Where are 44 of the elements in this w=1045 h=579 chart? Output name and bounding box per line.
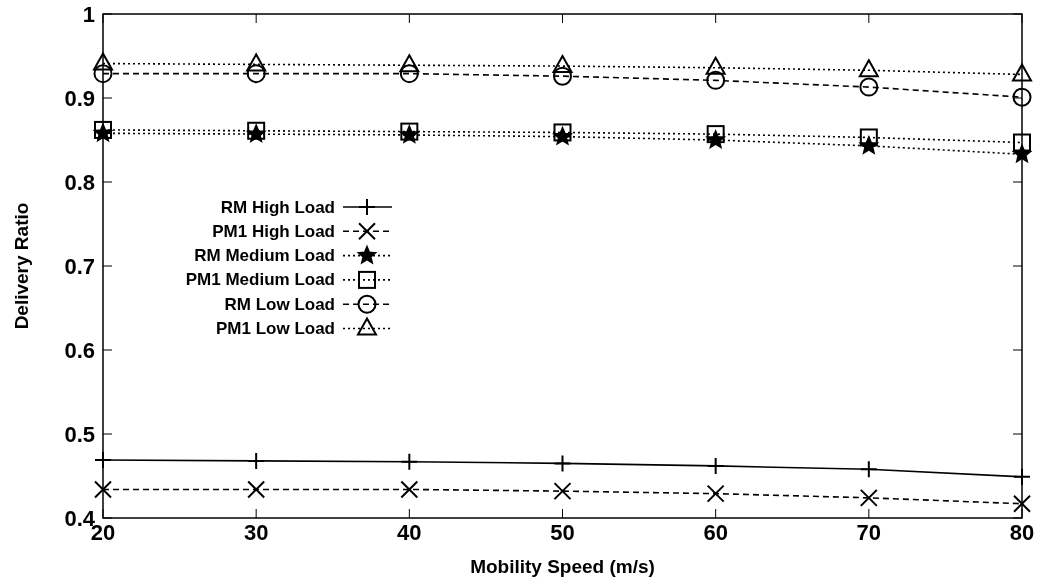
y-axis-title: Delivery Ratio [11,202,32,330]
y-tick-label: 0.8 [64,169,95,195]
y-tick-label: 0.9 [64,85,95,111]
y-tick-label: 1 [82,1,95,27]
legend-label: PM1 Medium Load [185,270,335,290]
point [859,77,879,97]
point [1012,63,1032,82]
y-tick-label: 0.7 [64,253,95,279]
point [552,55,573,74]
point [93,52,113,71]
x-tick-label: 40 [397,520,422,545]
point [705,56,726,75]
x-tick-label: 80 [1009,520,1035,545]
legend-label: PM1 High Load [212,221,335,241]
legend-label: RM Low Load [224,294,335,314]
point [246,53,267,72]
point [553,66,572,86]
point [1013,133,1031,152]
point [706,484,725,503]
point [1013,494,1031,513]
point [247,480,266,499]
point [400,480,419,499]
point [1012,87,1032,107]
point [706,70,726,90]
x-axis-title: Mobility Speed (m/s) [470,556,655,577]
x-tick-label: 30 [243,520,269,545]
point [94,480,112,499]
point [706,125,725,144]
point [859,128,878,147]
point [399,64,419,84]
point [859,488,878,507]
x-tick-label: 50 [550,520,575,545]
y-tick-label: 0.5 [64,421,95,447]
point [858,59,879,78]
point [553,482,572,501]
y-tick-label: 0.6 [64,337,95,363]
point [399,54,420,73]
point [93,64,113,84]
legend-label: RM High Load [220,197,335,217]
x-tick-label: 70 [856,520,882,545]
point [246,64,266,84]
x-tick-label: 60 [703,520,728,545]
legend-label: PM1 Low Load [216,319,335,338]
legend-label: RM Medium Load [194,246,335,266]
